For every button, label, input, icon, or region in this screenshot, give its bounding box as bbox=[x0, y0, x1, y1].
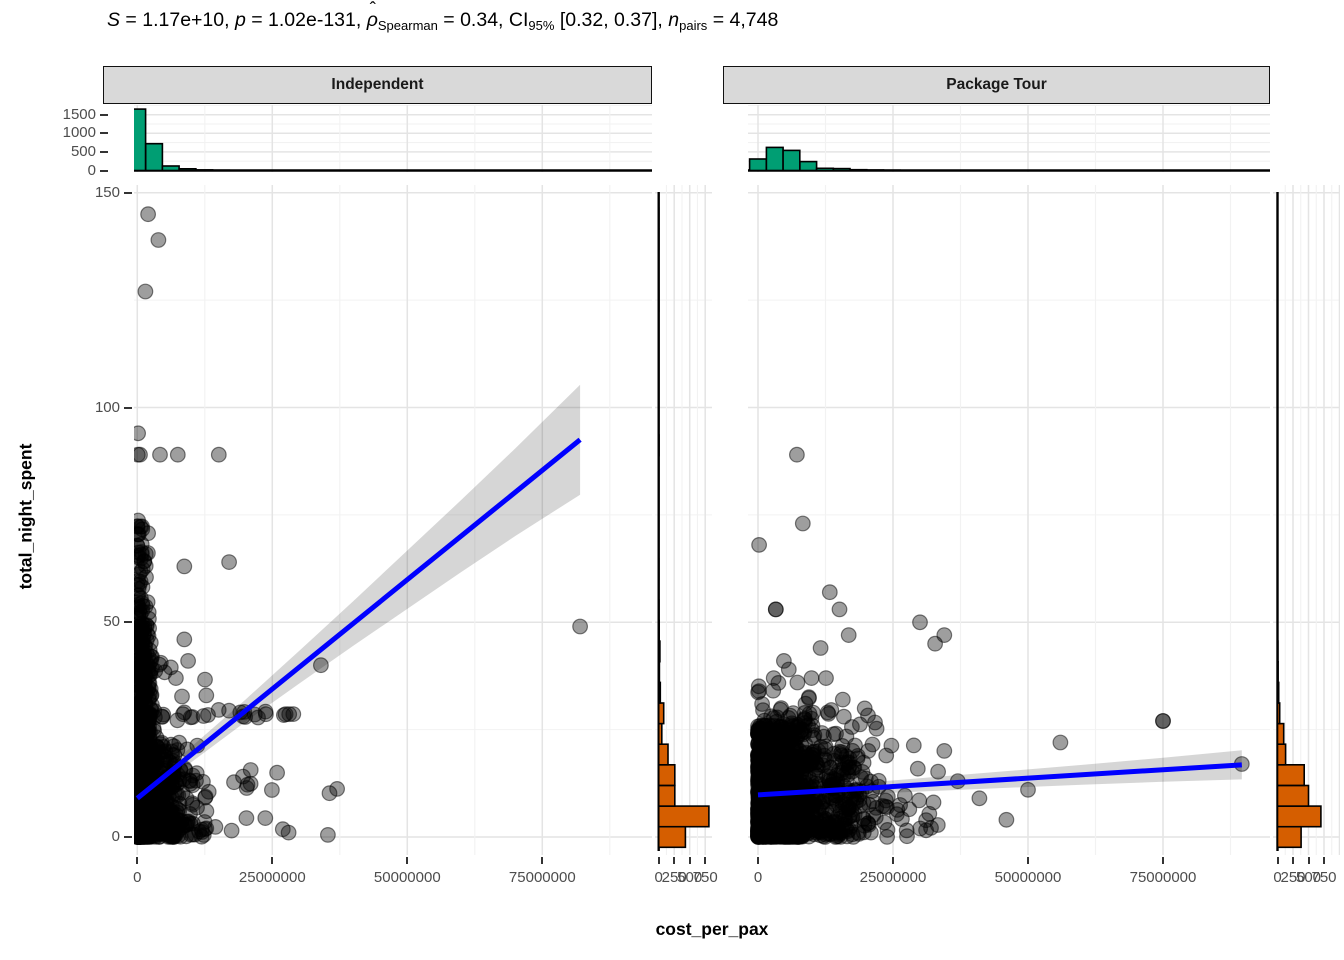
gridlines bbox=[1273, 185, 1340, 855]
stats-title-segment: p bbox=[234, 9, 246, 31]
axis-tick-mark bbox=[1292, 857, 1294, 864]
histogram-bars bbox=[1276, 434, 1322, 849]
gridlines bbox=[134, 105, 652, 172]
x-axis-tick-label: 25000000 bbox=[859, 869, 927, 886]
x-axis-tick-label: 0 bbox=[753, 869, 763, 886]
facet-strip-label: Independent bbox=[331, 76, 424, 93]
y-axis-tick-label: 0 bbox=[111, 828, 120, 845]
axis-tick-mark bbox=[892, 857, 894, 864]
axis-tick-mark bbox=[124, 836, 132, 838]
axis-tick-mark bbox=[124, 621, 132, 624]
scatter-panel-independent bbox=[134, 185, 652, 855]
stats-subtitle: S = 1.17e+10, p = 1.02e-131, ˆ ρSpearman … bbox=[107, 0, 779, 33]
axis-tick-mark bbox=[541, 857, 544, 864]
axis-tick-mark bbox=[136, 857, 139, 864]
axis-tick-mark bbox=[271, 857, 274, 864]
axis-tick-mark bbox=[100, 132, 108, 135]
axis-tick-mark bbox=[1276, 857, 1279, 864]
axis-tick-mark bbox=[1323, 857, 1325, 864]
histogram-bars bbox=[134, 108, 298, 172]
marginal-hist-tick-label: 0 bbox=[654, 869, 663, 886]
top-marginal-histogram-package-tour bbox=[748, 105, 1270, 172]
axis-tick-mark bbox=[1027, 857, 1029, 864]
gridlines bbox=[655, 185, 712, 855]
histogram-bars bbox=[657, 207, 710, 849]
top-hist-y-tick-label: 1500 bbox=[62, 105, 96, 123]
y-axis-tick-label: 100 bbox=[94, 398, 120, 416]
axis-tick-mark bbox=[704, 857, 707, 864]
gridlines bbox=[748, 105, 1270, 172]
y-axis-tick-label: 50 bbox=[103, 613, 120, 631]
axis-tick-mark bbox=[1307, 857, 1310, 864]
right-marginal-histogram-independent bbox=[655, 185, 712, 855]
stats-title-segment: [0.32, 0.37], bbox=[554, 9, 669, 31]
facet-strip-label: Package Tour bbox=[946, 76, 1047, 93]
stats-title-segment: Spearman bbox=[377, 18, 438, 33]
marginal-hist-tick-label: 750 bbox=[692, 869, 718, 886]
scatter-points bbox=[134, 206, 589, 845]
axis-tick-mark bbox=[688, 857, 691, 864]
x-axis-title: cost_per_pax bbox=[655, 919, 769, 939]
marginal-hist-tick-label: 0 bbox=[1273, 869, 1282, 886]
marginal-hist-tick-label: 250 bbox=[1280, 869, 1306, 886]
x-axis-tick-label: 75000000 bbox=[1129, 869, 1197, 886]
scatter-points bbox=[750, 446, 1250, 845]
right-marginal-histogram-package-tour bbox=[1273, 185, 1340, 855]
axis-tick-mark bbox=[673, 857, 676, 864]
axis-tick-mark bbox=[100, 169, 108, 172]
x-axis-tick-label: 0 bbox=[133, 869, 142, 886]
regression-line bbox=[757, 762, 1242, 798]
scatter-panel-package-tour bbox=[748, 185, 1270, 855]
hat-accent: ˆ bbox=[369, 0, 376, 19]
marginal-hist-tick-label: 500 bbox=[1295, 869, 1322, 886]
x-axis-tick-label: 50000000 bbox=[994, 869, 1062, 886]
axis-tick-mark bbox=[100, 113, 108, 116]
stats-title-segment: 95% bbox=[528, 18, 555, 33]
axis-tick-mark bbox=[124, 406, 132, 409]
x-axis-tick-label: 50000000 bbox=[373, 869, 441, 886]
facet-strip-package-tour: Package Tour bbox=[723, 66, 1270, 104]
histogram-bars bbox=[748, 146, 969, 172]
marginal-hist-tick-label: 250 bbox=[661, 869, 687, 886]
regression-line bbox=[135, 437, 582, 801]
top-hist-y-tick-label: 500 bbox=[70, 142, 96, 160]
axis-tick-mark bbox=[1162, 857, 1164, 864]
y-axis-title: total_night_spent bbox=[15, 443, 36, 590]
axis-tick-mark bbox=[757, 857, 759, 864]
stats-title-segment: n bbox=[668, 9, 680, 31]
axis-tick-mark bbox=[657, 857, 660, 864]
axis-tick-mark bbox=[100, 150, 108, 153]
stats-title-segment: = 4,748 bbox=[707, 9, 779, 31]
stats-title-segment: = 0.34, CI bbox=[437, 9, 529, 31]
top-hist-y-tick-label: 0 bbox=[87, 161, 96, 179]
top-hist-y-tick-label: 1000 bbox=[62, 124, 96, 142]
marginal-hist-tick-label: 750 bbox=[1311, 869, 1337, 886]
stats-title-segment: S bbox=[107, 9, 121, 31]
x-axis-tick-label: 25000000 bbox=[238, 869, 306, 886]
confidence-band bbox=[137, 384, 581, 804]
gridlines bbox=[134, 185, 652, 855]
axis-tick-mark bbox=[406, 857, 409, 864]
stats-title-segment: = 1.02e-131, bbox=[245, 9, 367, 31]
x-axis-tick-label: 75000000 bbox=[508, 869, 576, 886]
axis-tick-mark bbox=[124, 191, 132, 194]
top-marginal-histogram-independent bbox=[134, 105, 652, 172]
stats-title-segment: pairs bbox=[679, 18, 708, 33]
facet-strip-independent: Independent bbox=[103, 66, 652, 104]
stats-title-segment: = 1.17e+10, bbox=[120, 9, 235, 31]
y-axis-tick-label: 150 bbox=[94, 183, 120, 201]
marginal-hist-tick-label: 500 bbox=[677, 869, 703, 886]
